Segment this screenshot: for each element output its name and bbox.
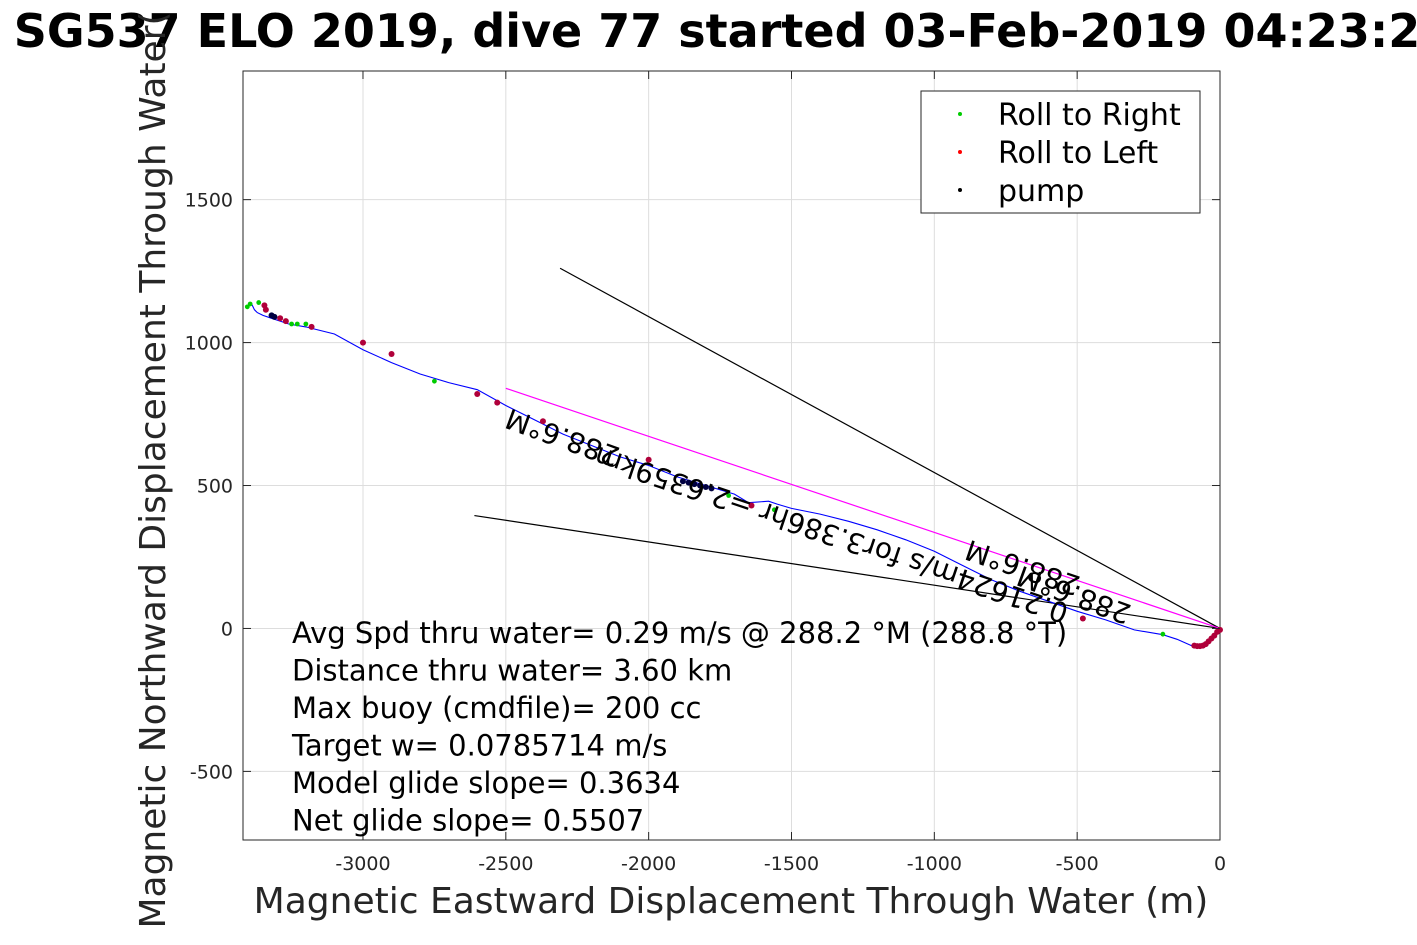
roll-left-point <box>277 315 284 322</box>
reference-line3 <box>505 387 1221 630</box>
x-tick-label: -2500 <box>478 853 533 875</box>
dive-summary-annotations: Avg Spd thru water= 0.29 m/s @ 288.2 °M … <box>291 616 1067 838</box>
x-tick-label: -1500 <box>764 853 819 875</box>
pump-point <box>697 482 704 489</box>
pump-point <box>685 479 692 486</box>
legend-roll-right-marker <box>958 112 962 116</box>
dive-track <box>245 303 1221 648</box>
roll-right-point <box>303 321 309 327</box>
roll-left-point <box>748 502 755 509</box>
x-tick-label: -2000 <box>621 853 676 875</box>
y-axis-label: Magnetic Northward Displacement Through … <box>133 11 174 928</box>
legend-roll-right-label: Roll to Right <box>998 98 1181 133</box>
x-axis-label: Magnetic Eastward Displacement Through W… <box>254 881 1209 922</box>
annotation-line: Avg Spd thru water= 0.29 m/s @ 288.2 °M … <box>292 616 1067 650</box>
annotation-line: Max buoy (cmdfile)= 200 cc <box>292 691 701 725</box>
x-tick-label: -3000 <box>335 853 390 875</box>
roll-right-point <box>256 300 262 305</box>
roll-right-point <box>726 493 732 498</box>
pump-point <box>271 313 278 320</box>
roll-left-point <box>308 323 315 330</box>
roll-left-point <box>1217 626 1223 633</box>
roll-right-point <box>432 378 437 384</box>
roll-left-point <box>359 339 366 346</box>
roll-left-point <box>474 391 481 398</box>
reference-line2 <box>474 514 1221 630</box>
pump-point <box>702 483 709 490</box>
legend-pump-marker <box>958 188 962 192</box>
roll-and-pump-markers <box>244 300 1223 650</box>
pump-point <box>679 478 686 485</box>
annotation-line: Model glide slope= 0.3634 <box>292 766 680 800</box>
roll-left-point <box>645 456 652 463</box>
plot-area-frame <box>242 70 1221 841</box>
chart-title: SG537 ELO 2019, dive 77 started 03-Feb-2… <box>14 4 1417 58</box>
legend-roll-left-label: Roll to Left <box>998 136 1158 171</box>
y-tick-label: 500 <box>197 476 233 498</box>
x-tick-label: 0 <box>1214 853 1226 875</box>
roll-left-point <box>539 418 546 425</box>
y-tick-label: -500 <box>190 761 233 783</box>
x-axis-ticks: -3000 -2500 -2000 -1500 -1000 -500 0 <box>335 71 1226 875</box>
legend-box <box>920 90 1201 214</box>
y-tick-label: 1500 <box>185 190 233 212</box>
roll-left-point <box>282 318 289 325</box>
pump-point <box>691 481 698 488</box>
annotation-line: Target w= 0.0785714 m/s <box>291 729 667 763</box>
x-tick-label: -500 <box>1056 853 1099 875</box>
roll-right-point <box>247 301 253 307</box>
y-tick-label: 1000 <box>185 333 233 355</box>
legend-pump-label: pump <box>998 174 1084 209</box>
legend: Roll to Right Roll to Left pump <box>920 90 1201 214</box>
legend-roll-left-marker <box>958 150 962 154</box>
roll-right-point <box>1160 631 1166 637</box>
roll-left-point <box>262 306 269 313</box>
reference-lines <box>474 267 1221 630</box>
roll-right-point <box>289 321 294 327</box>
reference-line1 <box>559 267 1221 629</box>
roll-left-point <box>494 399 501 406</box>
roll-right-point <box>294 321 300 327</box>
pump-point <box>708 485 715 492</box>
y-axis-ticks: -500 0 500 1000 1500 <box>185 190 1220 783</box>
roll-right-point <box>771 507 777 513</box>
annotation-line: Distance thru water= 3.60 km <box>292 654 732 688</box>
roll-left-point <box>388 351 395 358</box>
annotation-line: Net glide slope= 0.5507 <box>292 804 644 838</box>
track-line <box>245 303 1221 648</box>
y-tick-label: 0 <box>221 618 233 640</box>
roll-left-point <box>1079 615 1086 622</box>
x-tick-label: -1000 <box>907 853 962 875</box>
